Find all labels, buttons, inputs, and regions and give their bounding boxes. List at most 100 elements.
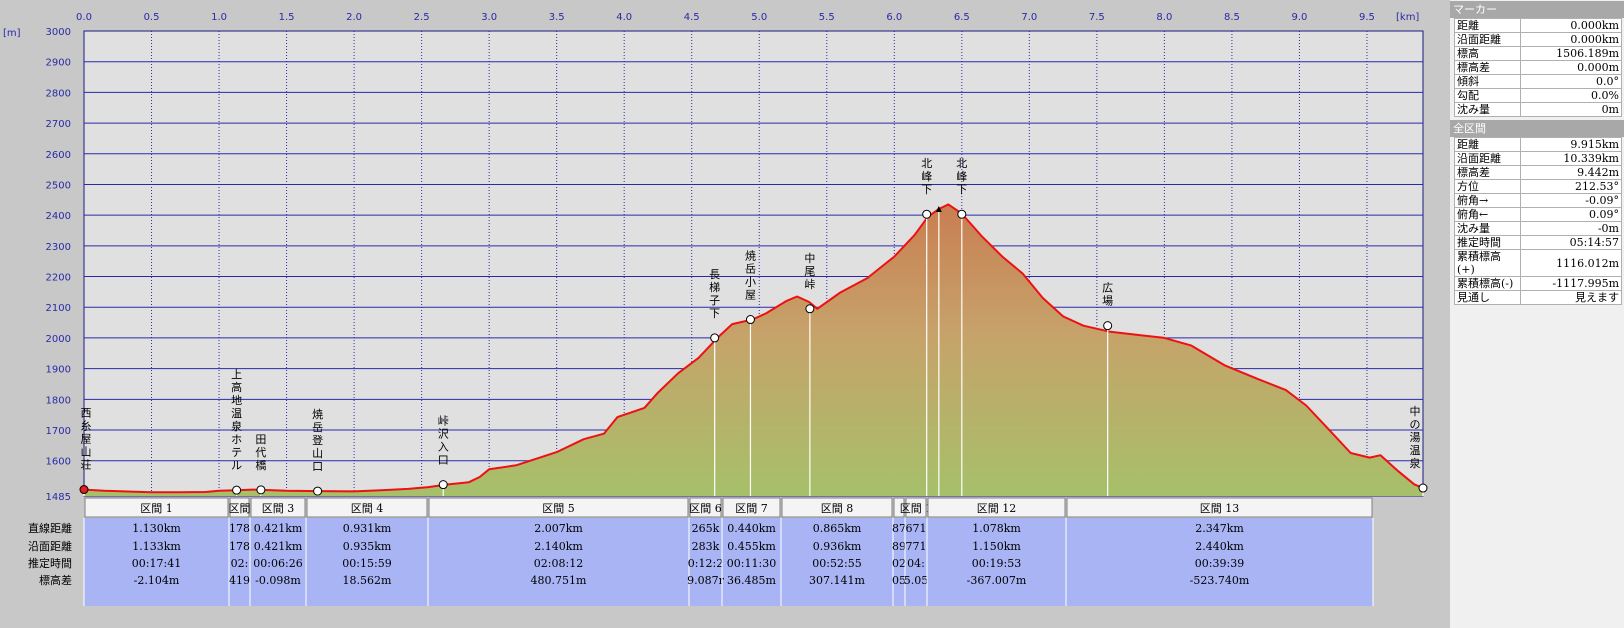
kv-row: 傾斜 0.0° [1454, 74, 1622, 89]
segment-header-label: 区間 1 [140, 502, 173, 515]
y-tick-label: 2500 [46, 180, 71, 191]
y-tick-label: 1700 [46, 426, 71, 437]
segment-value: 36.485m [727, 574, 776, 587]
waypoint-marker [313, 486, 323, 496]
y-tick-label: 2700 [46, 119, 71, 130]
segment-value: 02: [231, 557, 249, 570]
segment-header-cell [1066, 497, 1373, 518]
waypoint-marker [232, 485, 242, 495]
waypoint-label: 中尾峠 [804, 252, 815, 291]
segment-value: 0.421km [254, 540, 303, 553]
segment-value: 1.078km [972, 522, 1021, 535]
waypoint-marker [957, 209, 967, 219]
kv-row: 累積標高(+) 1116.012m [1454, 249, 1622, 277]
kv-key: 方位 [1454, 179, 1521, 194]
kv-value: 1116.012m [1520, 249, 1622, 277]
segment-value: -523.740m [1190, 574, 1250, 587]
waypoint-marker [79, 485, 89, 495]
waypoint-label: 西糸屋山荘 [81, 407, 92, 472]
info-sidebar: マーカー 距離 0.000km 沿面距離 0.000km 標高 1506.189m 標高差 0… [1450, 0, 1624, 628]
kv-value: 0.000m [1520, 60, 1622, 75]
kv-row: 沈み量 -0m [1454, 221, 1622, 236]
kv-value: 0m [1520, 102, 1622, 117]
y-tick-label: 2300 [46, 242, 71, 253]
segment-value: 0.865km [813, 522, 862, 535]
marker-table: 距離 0.000km 沿面距離 0.000km 標高 1506.189m 標高差 0.000m… [1454, 18, 1622, 117]
x-tick-label: 2.0 [346, 12, 362, 23]
x-tick-label: 9.5 [1359, 12, 1375, 23]
segment-value: -0.098m [255, 574, 301, 587]
row-label: 直線距離 [28, 521, 72, 535]
kv-value: 1506.189m [1520, 46, 1622, 61]
kv-key: 沿面距離 [1454, 151, 1521, 166]
segment-value: 2.440km [1195, 540, 1244, 553]
x-tick-label: 8.5 [1224, 12, 1240, 23]
kv-value: 05:14:57 [1520, 235, 1622, 250]
x-tick-label: 6.0 [886, 12, 902, 23]
y-tick-label: 1600 [46, 457, 71, 468]
segment-value: 0:12:2 [688, 557, 723, 570]
kv-key: 俯角← [1454, 207, 1521, 222]
kv-value: 見えます [1520, 290, 1622, 305]
segment-value: 2.007km [534, 522, 583, 535]
segment-header-cell [689, 497, 722, 518]
segment-value: 283k [692, 540, 720, 553]
waypoint-label: 中の湯温泉 [1410, 405, 1421, 470]
kv-row: 標高 1506.189m [1454, 46, 1622, 61]
kv-key: 推定時間 [1454, 235, 1521, 250]
kv-row: 見通し 見えます [1454, 290, 1622, 305]
row-label: 標高差 [39, 573, 72, 587]
kv-value: 9.442m [1520, 165, 1622, 180]
x-tick-label: 7.5 [1089, 12, 1105, 23]
segment-value: 0.931km [343, 522, 392, 535]
segment-header-cell [229, 497, 250, 518]
kv-key: 標高 [1454, 46, 1521, 61]
y-unit-label: [m] [3, 28, 21, 39]
waypoint-label: 焼岳登山口 [312, 408, 323, 473]
x-tick-label: 4.5 [684, 12, 700, 23]
kv-row: 方位 212.53° [1454, 179, 1622, 194]
segment-value: -367.007m [967, 574, 1027, 587]
segment-header-label: 区間 5 [542, 502, 575, 515]
waypoint-label: 焼岳小屋 [745, 250, 756, 302]
kv-row: 俯角→ -0.09° [1454, 193, 1622, 208]
x-unit-label: [km] [1396, 12, 1419, 23]
segment-value: 1.133km [132, 540, 181, 553]
segment-value: 0.455km [727, 540, 776, 553]
kv-row: 沿面距離 0.000km [1454, 32, 1622, 47]
kv-value: -0m [1520, 221, 1622, 236]
segment-value: 89 [892, 540, 906, 553]
total-table: 距離 9.915km 沿面距離 10.339km 標高差 9.442m 方位 212.53° 俯… [1454, 137, 1622, 305]
kv-value: 9.915km [1520, 137, 1622, 152]
segment-header-label: 区間 4 [351, 502, 384, 515]
x-tick-label: 0.5 [144, 12, 160, 23]
segment-value: 5.05 [904, 574, 929, 587]
segment-value: 178 [229, 540, 250, 553]
segment-value: 00:39:39 [1195, 557, 1244, 570]
waypoint-label: 上高地温泉ホテル [231, 368, 242, 472]
waypoint-marker [805, 304, 815, 314]
segment-value: 2.140km [534, 540, 583, 553]
waypoint-label: 峠沢入口 [438, 414, 449, 467]
segment-value: 00:19:53 [972, 557, 1021, 570]
segment-header-label: 区間 3 [262, 502, 295, 515]
segment-value: 265k [692, 522, 720, 535]
kv-key: 標高差 [1454, 60, 1521, 75]
waypoint-label: 広場 [1102, 282, 1113, 308]
y-tick-label: 1900 [46, 365, 71, 376]
segment-value: 419 [229, 574, 250, 587]
segment-header-cell [722, 497, 781, 518]
segment-value: 00:17:41 [132, 557, 181, 570]
kv-value: 0.000km [1520, 32, 1622, 47]
waypoint-marker [922, 209, 932, 219]
kv-row: 距離 9.915km [1454, 137, 1622, 152]
segment-value: 0.936km [813, 540, 862, 553]
x-tick-label: 0.0 [76, 12, 92, 23]
kv-value: 0.09° [1520, 207, 1622, 222]
kv-value: 0.0% [1520, 88, 1622, 103]
kv-key: 勾配 [1454, 88, 1521, 103]
segment-header-cell [893, 497, 905, 518]
segment-header-label: 区間 6 [689, 502, 722, 515]
x-tick-label: 1.5 [279, 12, 295, 23]
